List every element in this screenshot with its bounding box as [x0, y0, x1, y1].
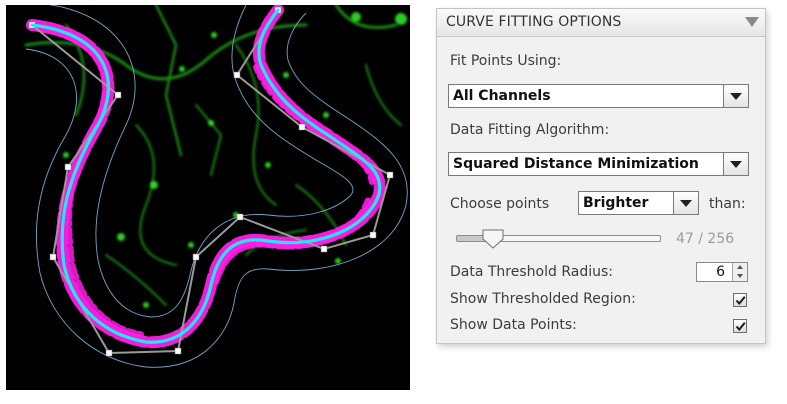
arrow-up-icon — [737, 265, 743, 269]
threshold-slider-readout: 47 / 256 — [676, 231, 735, 247]
show-data-points-label: Show Data Points: — [450, 317, 577, 333]
control-polygon — [28, 6, 394, 357]
checkmark-icon — [735, 296, 746, 306]
choose-points-dropdown-button[interactable] — [673, 192, 698, 214]
fitted-curve[interactable] — [30, 8, 382, 344]
arrow-down-icon — [737, 274, 743, 278]
panel-title: CURVE FITTING OPTIONS — [446, 14, 622, 30]
threshold-slider-track[interactable] — [456, 235, 661, 242]
threshold-radius-label: Data Threshold Radius: — [450, 264, 613, 280]
threshold-slider-fill — [457, 236, 495, 241]
chevron-down-icon — [730, 93, 742, 100]
viewer-canvas[interactable] — [6, 5, 410, 390]
checkmark-icon — [735, 322, 746, 332]
control-polygon-line — [31, 9, 392, 355]
fit-points-dropdown[interactable]: All Channels — [448, 84, 749, 108]
algorithm-selected: Squared Distance Minimization — [453, 156, 699, 172]
fit-points-selected: All Channels — [453, 88, 551, 104]
chevron-down-icon — [680, 200, 692, 207]
show-data-points-checkbox[interactable] — [733, 319, 747, 333]
threshold-radius-value[interactable]: 6 — [716, 264, 725, 280]
algorithm-label: Data Fitting Algorithm: — [450, 122, 610, 138]
choose-points-label: Choose points — [450, 196, 550, 212]
threshold-slider-thumb[interactable] — [482, 229, 504, 249]
curve-fitting-options-panel: CURVE FITTING OPTIONS Fit Points Using: … — [436, 8, 766, 344]
algorithm-dropdown[interactable]: Squared Distance Minimization — [448, 152, 749, 176]
fit-points-label: Fit Points Using: — [450, 53, 562, 69]
panel-header[interactable]: CURVE FITTING OPTIONS — [437, 9, 765, 37]
spinner-down-button[interactable] — [732, 272, 747, 281]
algorithm-dropdown-button[interactable] — [723, 153, 748, 175]
triangle-down-icon[interactable] — [745, 17, 759, 27]
chevron-down-icon — [730, 161, 742, 168]
choose-points-dropdown[interactable]: Brighter — [578, 191, 699, 215]
show-region-checkbox[interactable] — [733, 293, 747, 307]
threshold-radius-spinner[interactable]: 6 — [696, 262, 748, 282]
choose-points-selected: Brighter — [583, 195, 649, 211]
fit-points-dropdown-button[interactable] — [723, 85, 748, 107]
image-viewer[interactable] — [6, 5, 410, 390]
show-region-label: Show Thresholded Region: — [450, 291, 636, 307]
choose-points-suffix: than: — [709, 196, 746, 212]
